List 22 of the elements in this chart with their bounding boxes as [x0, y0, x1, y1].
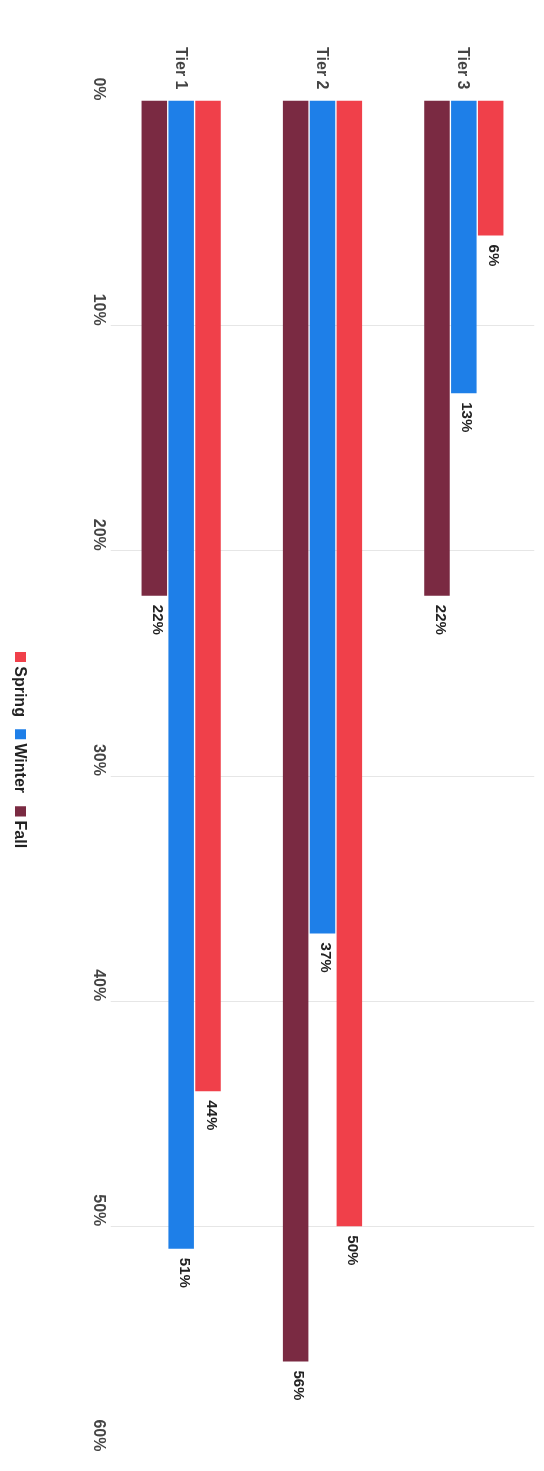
legend-label: Winter — [12, 743, 29, 794]
text: 6% — [486, 244, 504, 267]
x-tick-label: Tier 1 — [172, 47, 190, 90]
text: 22% — [432, 604, 450, 635]
text: 13% — [459, 402, 477, 433]
text: 22% — [149, 604, 167, 635]
y-tick-label: 30% — [91, 743, 108, 777]
text: 37% — [318, 942, 336, 973]
y-tick-label: 60% — [91, 1419, 108, 1452]
legend-label: Spring — [12, 666, 29, 717]
y-tick-label: 40% — [91, 969, 108, 1002]
y-tick-label: 20% — [91, 518, 108, 551]
text: 50% — [344, 1235, 362, 1266]
y-tick-label: 0% — [91, 77, 108, 101]
y-tick-label: 10% — [91, 293, 108, 326]
text: 56% — [291, 1370, 309, 1401]
x-tick-label: Tier 2 — [314, 47, 331, 90]
text: 51% — [176, 1257, 194, 1288]
legend-label: Fall — [12, 820, 29, 849]
text: 44% — [203, 1100, 221, 1131]
y-tick-label: 50% — [91, 1194, 108, 1227]
x-tick-label: Tier 3 — [455, 47, 473, 90]
